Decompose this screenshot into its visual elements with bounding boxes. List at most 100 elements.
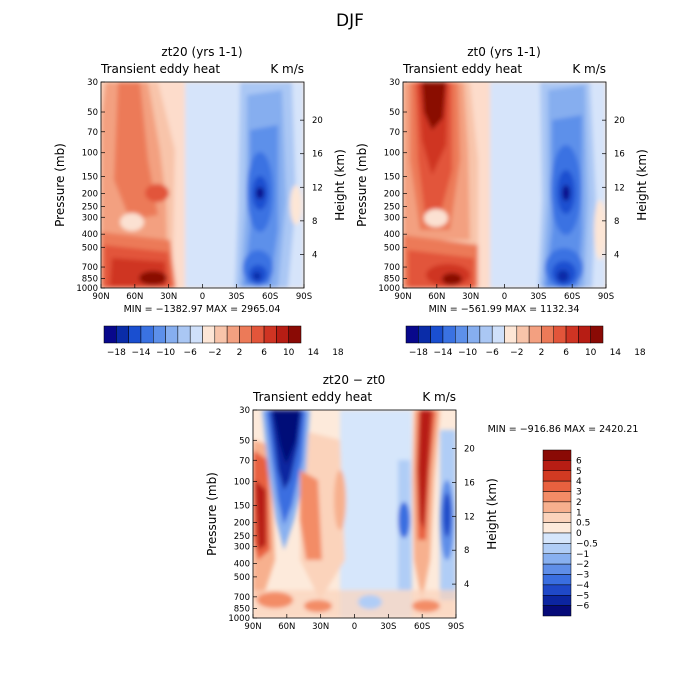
x-tick-label: 90N xyxy=(394,292,411,302)
x-tick-label: 90N xyxy=(92,292,109,302)
x-tick-label: 90S xyxy=(448,622,464,632)
colorbar-swatch xyxy=(542,470,572,482)
height-tick-group: 20 16 12 8 4 xyxy=(452,445,475,590)
panel-zt0: zt0 (yrs 1-1) Transient eddy heat K m/s xyxy=(355,45,649,358)
colorbar-label: −14 xyxy=(131,348,150,358)
units-label: K m/s xyxy=(572,62,606,76)
y-tick-label: 300 xyxy=(82,213,98,223)
y-tick-label: 500 xyxy=(234,573,250,583)
y-tick-label: 200 xyxy=(234,519,250,529)
left-string: Transient eddy heat xyxy=(402,62,522,76)
colorbar-label: 10 xyxy=(283,348,295,358)
colorbar-swatch xyxy=(189,325,203,344)
y-tick-label: 250 xyxy=(384,203,400,213)
y-tick-label: 250 xyxy=(82,203,98,213)
y-tick-label: 200 xyxy=(82,189,98,199)
colorbar-swatch xyxy=(263,325,277,344)
y2-tick-label: 4 xyxy=(312,250,317,260)
colorbar-label: −2 xyxy=(510,348,523,358)
y-tick-label: 50 xyxy=(87,108,98,118)
y-tick-label: 850 xyxy=(384,274,400,284)
colorbar-label: −18 xyxy=(107,348,126,358)
x-tick-label: 60N xyxy=(428,292,445,302)
colorbar-swatch xyxy=(288,325,302,344)
x-tick-label: 60S xyxy=(262,292,278,302)
x-tick-label: 0 xyxy=(352,622,357,632)
y2-tick-label: 20 xyxy=(464,445,475,455)
colorbar-swatch xyxy=(516,325,530,344)
y-tick-label: 30 xyxy=(87,78,98,88)
colorbar-swatch xyxy=(542,595,572,606)
y-tick-label: 50 xyxy=(389,108,400,118)
colorbar-label: 18 xyxy=(634,348,646,358)
y2-tick-label: 16 xyxy=(312,150,323,160)
contour-field xyxy=(101,82,304,288)
colorbar-swatch xyxy=(542,512,572,523)
panel-title: zt0 (yrs 1-1) xyxy=(467,45,541,59)
y-tick-label: 150 xyxy=(384,173,400,183)
colorbar-label: 6 xyxy=(576,456,582,466)
colorbar-label: −0.5 xyxy=(576,539,598,549)
x-tick-label: 60N xyxy=(126,292,143,302)
y-tick-label: 70 xyxy=(389,128,400,138)
min-max-readout: MIN = −561.99 MAX = 1132.34 xyxy=(429,304,580,315)
x-tick-label: 0 xyxy=(200,292,205,302)
y-tick-label: 200 xyxy=(384,189,400,199)
y-tick-label: 100 xyxy=(82,149,98,159)
colorbar-swatch xyxy=(542,543,572,554)
colorbar-swatch xyxy=(251,325,265,344)
y2-tick-label: 4 xyxy=(464,580,469,590)
colorbar-swatch xyxy=(177,325,191,344)
y-tick-label: 250 xyxy=(234,532,250,542)
units-label: K m/s xyxy=(270,62,304,76)
y-tick-label: 70 xyxy=(239,456,250,466)
colorbar: −18 −14 −10 −6 −2 2 6 10 14 18 xyxy=(405,325,646,358)
y-tick-label: 700 xyxy=(82,263,98,273)
y-tick-label: 150 xyxy=(82,173,98,183)
colorbar-swatch xyxy=(542,491,572,503)
x-tick-label: 90S xyxy=(296,292,312,302)
x-tick-label: 30S xyxy=(228,292,244,302)
y-tick-label: 700 xyxy=(234,593,250,603)
y-tick-label: 1000 xyxy=(378,284,400,294)
height-tick-group: 20 16 12 8 4 xyxy=(300,116,323,260)
colorbar-swatch xyxy=(528,325,542,344)
x-tick-label: 30S xyxy=(530,292,546,302)
colorbar-swatch xyxy=(418,325,431,344)
colorbar-swatch xyxy=(542,480,572,492)
y-tick-label: 30 xyxy=(389,78,400,88)
x-tick-label: 30N xyxy=(462,292,479,302)
x-tick-label: 60S xyxy=(414,622,430,632)
colorbar-label: −6 xyxy=(576,602,590,612)
colorbar-swatch xyxy=(103,325,117,344)
y-tick-label: 500 xyxy=(384,243,400,253)
panel-title: zt20 (yrs 1-1) xyxy=(161,45,242,59)
colorbar-label: 5 xyxy=(576,467,582,477)
contour-field xyxy=(403,82,606,288)
y-axis-label: Pressure (mb) xyxy=(53,143,67,227)
colorbar-label: −2 xyxy=(576,560,589,570)
units-label: K m/s xyxy=(422,390,456,404)
x-tick-group: 90N 60N 30N 0 30S 60S 90S xyxy=(244,614,464,632)
y2-tick-label: 8 xyxy=(312,217,317,227)
y-tick-label: 850 xyxy=(234,604,250,614)
colorbar-swatch xyxy=(405,325,419,344)
y2-axis-label: Height (km) xyxy=(635,149,649,220)
colorbar-label: 6 xyxy=(261,348,267,358)
colorbar-swatch xyxy=(140,325,154,344)
colorbar-swatch xyxy=(542,563,572,575)
colorbar-label: 2 xyxy=(237,348,243,358)
colorbar-swatch xyxy=(430,325,444,344)
y-tick-label: 1000 xyxy=(76,284,98,294)
min-max-readout: MIN = −916.86 MAX = 2420.21 xyxy=(488,424,639,435)
colorbar-label: 18 xyxy=(332,348,344,358)
y2-tick-label: 20 xyxy=(614,116,625,126)
colorbar-swatch xyxy=(541,325,554,344)
colorbar-label: −6 xyxy=(486,348,500,358)
colorbar-swatch xyxy=(542,501,572,513)
y2-tick-label: 12 xyxy=(312,183,323,193)
y-axis-label: Pressure (mb) xyxy=(205,472,219,556)
